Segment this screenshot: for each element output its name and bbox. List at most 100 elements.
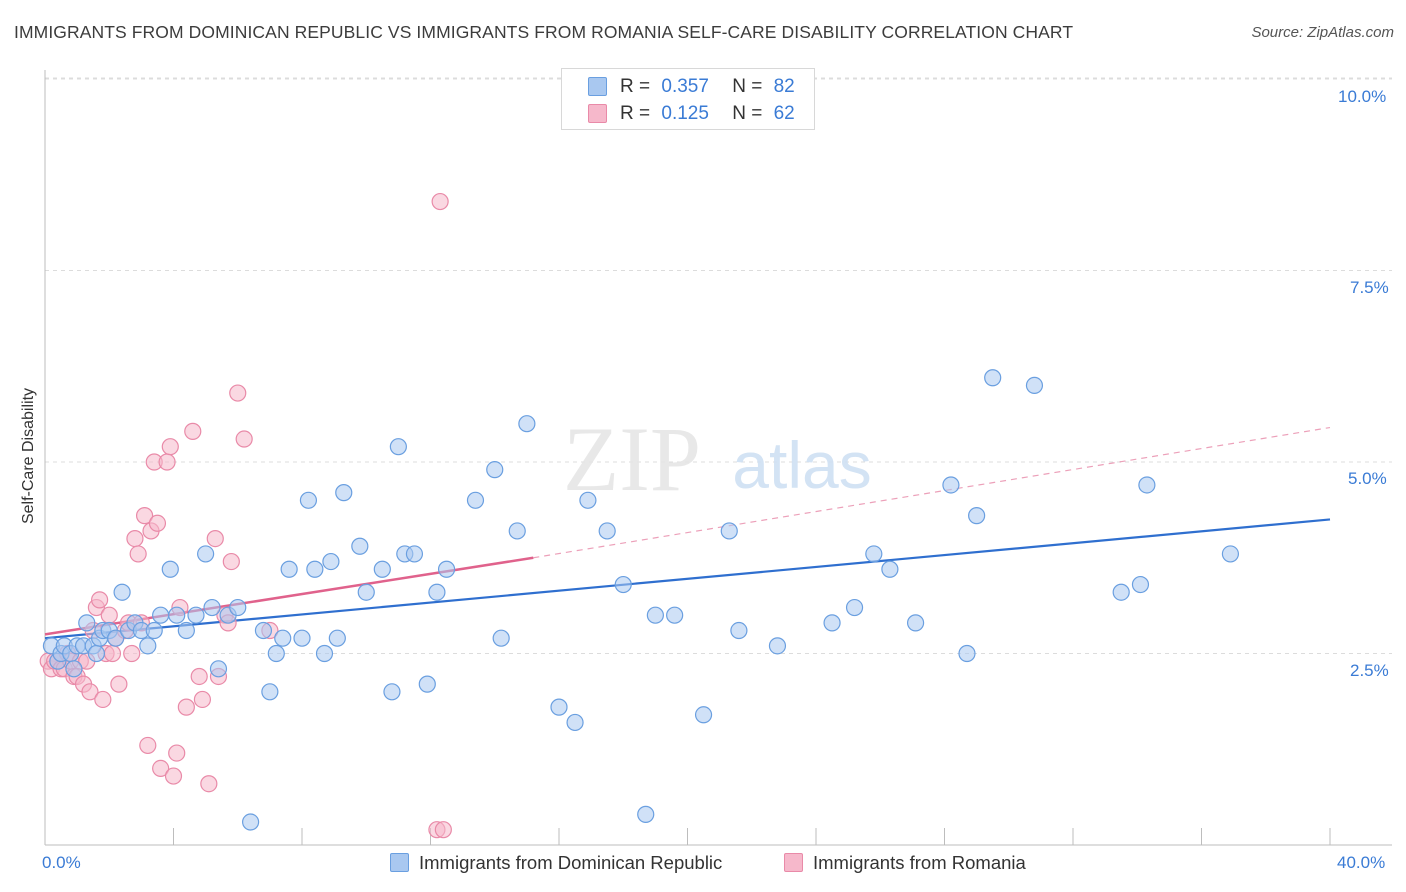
data-point-dominican <box>1138 476 1156 494</box>
data-point-dominican <box>187 606 205 624</box>
data-point-dominican <box>492 629 510 647</box>
data-point-romania <box>222 552 240 571</box>
chart-title: IMMIGRANTS FROM DOMINICAN REPUBLIC VS IM… <box>14 22 1074 42</box>
data-point-dominican <box>203 598 221 617</box>
data-point-dominican <box>242 813 260 831</box>
points-romania <box>39 192 452 839</box>
axes <box>44 70 1392 846</box>
x-tick-label-min: 0.0% <box>42 853 81 872</box>
data-point-dominican <box>637 805 655 823</box>
data-point-romania <box>177 698 195 716</box>
data-point-dominican <box>942 476 960 494</box>
data-point-romania <box>135 507 154 525</box>
data-point-dominican <box>107 629 125 647</box>
data-point-dominican <box>1221 545 1240 563</box>
data-point-romania <box>94 690 112 709</box>
legend-item-romania: Immigrants from Romania <box>784 852 1026 876</box>
data-point-dominican <box>145 621 163 640</box>
legend-swatch-pink <box>784 853 803 872</box>
data-point-romania <box>139 736 157 755</box>
data-point-dominican <box>1131 575 1150 594</box>
data-point-dominican <box>139 637 157 655</box>
data-point-dominican <box>65 660 83 678</box>
data-point-dominican <box>598 522 616 540</box>
data-point-dominican <box>566 713 584 732</box>
data-point-romania <box>110 675 128 693</box>
data-point-dominican <box>518 415 536 433</box>
data-point-dominican <box>579 491 597 509</box>
data-point-romania <box>206 529 224 548</box>
legend-label-romania: Immigrants from Romania <box>813 852 1026 873</box>
data-point-dominican <box>865 545 883 563</box>
data-point-romania <box>126 529 144 548</box>
data-point-romania <box>193 690 212 709</box>
data-point-dominican <box>428 583 446 601</box>
data-point-romania <box>190 667 208 686</box>
data-point-dominican <box>389 438 407 456</box>
data-point-dominican <box>418 675 436 693</box>
data-point-dominican <box>720 522 738 540</box>
data-point-dominican <box>646 606 664 624</box>
data-point-dominican <box>508 522 526 540</box>
data-point-dominican <box>906 614 925 632</box>
data-point-romania <box>200 775 218 793</box>
data-point-dominican <box>373 560 391 578</box>
watermark-atlas: atlas <box>732 428 871 502</box>
data-point-dominican <box>614 575 632 594</box>
data-point-dominican <box>958 644 976 663</box>
trend-line-romania-extension <box>533 426 1331 559</box>
data-point-dominican <box>694 706 713 724</box>
legend-r-value: 0.125 <box>661 103 709 124</box>
data-point-romania <box>148 514 167 532</box>
data-point-romania <box>158 453 176 471</box>
data-point-romania <box>129 545 147 563</box>
data-point-dominican <box>486 461 504 479</box>
data-point-romania <box>235 430 253 448</box>
data-point-dominican <box>405 545 424 563</box>
data-point-romania <box>229 384 247 402</box>
legend-r-label: R = <box>620 103 651 124</box>
data-point-dominican <box>168 606 186 624</box>
source-credit: Source: ZipAtlas.com <box>1251 24 1394 41</box>
data-point-dominican <box>306 560 324 578</box>
data-point-dominican <box>1112 583 1130 601</box>
legend-label-dominican: Immigrants from Dominican Republic <box>419 852 723 873</box>
data-point-dominican <box>293 629 311 647</box>
data-point-dominican <box>209 660 228 678</box>
data-point-dominican <box>280 560 298 578</box>
data-point-dominican <box>322 552 340 571</box>
legend-n-value: 82 <box>773 76 795 97</box>
data-point-dominican <box>78 614 96 632</box>
data-point-romania <box>103 644 122 663</box>
data-point-dominican <box>87 644 106 663</box>
data-point-dominican <box>881 560 899 578</box>
data-point-dominican <box>1025 376 1044 394</box>
data-point-romania <box>123 644 141 663</box>
legend-n-label: N = <box>732 103 763 124</box>
data-point-dominican <box>437 560 456 578</box>
data-point-dominican <box>768 637 787 655</box>
data-point-dominican <box>274 629 292 647</box>
data-point-dominican <box>197 545 215 563</box>
data-point-dominican <box>315 644 334 663</box>
data-point-dominican <box>845 598 864 617</box>
y-tick-label: 7.5% <box>1350 278 1389 297</box>
data-point-romania <box>81 683 99 701</box>
data-point-romania <box>100 606 118 624</box>
data-point-dominican <box>466 491 485 509</box>
grid-lines <box>45 77 1392 654</box>
legend-swatch-pink <box>588 104 607 123</box>
data-point-romania <box>434 821 452 839</box>
watermark: ZIP atlas <box>563 408 872 510</box>
data-point-dominican <box>383 683 401 701</box>
data-point-dominican <box>823 614 841 632</box>
data-point-romania <box>164 767 183 785</box>
legend-item-dominican: Immigrants from Dominican Republic <box>390 852 722 876</box>
correlation-legend: R = 0.357 N = 82 R = 0.125 N = 62 <box>561 68 815 130</box>
data-point-dominican <box>229 598 247 617</box>
trend-line-dominican <box>44 518 1331 640</box>
data-point-dominican <box>152 606 170 624</box>
data-point-dominican <box>261 683 279 701</box>
data-point-dominican <box>968 507 986 525</box>
data-point-dominican <box>666 606 684 624</box>
